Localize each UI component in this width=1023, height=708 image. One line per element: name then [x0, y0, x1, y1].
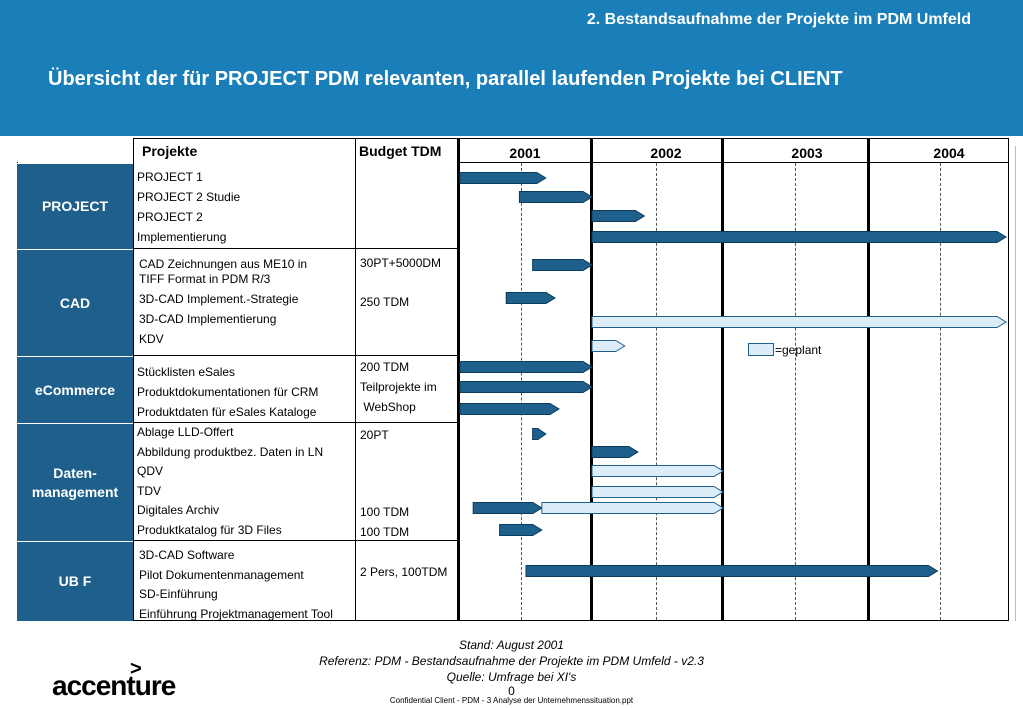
- gantt-bar-actual: [505, 292, 556, 304]
- project-name: Ablage LLD-Offert: [137, 425, 234, 439]
- gantt-bar-actual: [459, 172, 547, 184]
- row-sep-cad: [134, 248, 459, 249]
- gantt-bar-actual: [532, 428, 547, 440]
- timeline-header-sep: [460, 162, 1008, 163]
- row-sep-datenmgmt: [134, 422, 459, 423]
- gantt-bar-actual: [591, 210, 646, 222]
- midyear-line-2002: [656, 163, 657, 620]
- project-name: Produktdaten für eSales Kataloge: [137, 405, 317, 419]
- header-banner: 2. Bestandsaufnahme der Projekte im PDM …: [0, 0, 1023, 136]
- midyear-line-2004: [940, 163, 941, 620]
- project-name: QDV: [137, 464, 164, 478]
- gantt-bar-planned: [591, 340, 626, 352]
- project-name: 3D-CAD Implementierung: [139, 312, 277, 326]
- budget-value: 200 TDM: [360, 360, 410, 374]
- footer-referenz: Referenz: PDM - Bestandsaufnahme der Pro…: [319, 654, 704, 668]
- project-name: KDV: [139, 332, 164, 346]
- gantt-bar-planned: [591, 486, 724, 498]
- project-name: Pilot Dokumentenmanagement: [139, 568, 304, 582]
- footer-stand: Stand: August 2001: [459, 638, 564, 652]
- budget-value: Teilprojekte im: [360, 380, 437, 394]
- year-divider-2004: [867, 138, 870, 621]
- budget-value: 100 TDM: [360, 525, 410, 539]
- gantt-bar-actual: [591, 231, 1007, 243]
- legend-planned-swatch: [748, 343, 774, 356]
- gantt-bar-planned: [591, 465, 724, 477]
- budget-value: 2 Pers, 100TDM: [360, 565, 448, 579]
- gantt-bar-planned: [591, 316, 1007, 328]
- gantt-bar-actual: [459, 403, 560, 415]
- col-divider-timeline: [457, 138, 460, 621]
- page-title: Übersicht der für PROJECT PDM relevanten…: [48, 68, 843, 90]
- section-title: 2. Bestandsaufnahme der Projekte im PDM …: [586, 11, 971, 28]
- accenture-logo: > accenture: [52, 658, 202, 701]
- project-name: 3D-CAD Software: [139, 548, 235, 562]
- logo-chevron-icon: >: [130, 658, 142, 680]
- project-name: PROJECT 2 Studie: [137, 190, 241, 204]
- row-sep-ecommerce: [134, 355, 459, 356]
- gantt-bar-actual: [472, 502, 543, 514]
- confidential-note: Confidential Client - PDM - 3 Analyse de…: [389, 696, 634, 705]
- col-divider-budget: [355, 138, 356, 621]
- project-name: Stücklisten eSales: [137, 365, 236, 379]
- year-2004: 2004: [933, 145, 965, 161]
- project-name: Implementierung: [137, 230, 227, 244]
- category-ecommerce: eCommerce: [17, 356, 133, 423]
- gantt-bar-actual: [525, 565, 939, 577]
- gantt-bar-planned: [541, 502, 724, 514]
- budget-value: 100 TDM: [360, 505, 410, 519]
- gantt-bar-actual: [518, 191, 593, 203]
- category-cad: CAD: [17, 249, 133, 356]
- table-bottom-border: [17, 620, 1009, 621]
- category-ubf: UB F: [17, 541, 133, 621]
- table-right-border: [1008, 138, 1009, 621]
- page-number: 0: [508, 684, 515, 698]
- project-name: SD-Einführung: [139, 587, 218, 601]
- gantt-bar-actual: [459, 361, 593, 373]
- gantt-bar-actual: [532, 259, 593, 271]
- budget-value: 20PT: [360, 428, 389, 442]
- col-divider-projects: [133, 138, 134, 621]
- logo-wordmark: accenture: [52, 670, 176, 701]
- year-divider-2002: [590, 138, 593, 621]
- col-header-budget: Budget TDM: [359, 143, 442, 159]
- footer-quelle: Quelle: Umfrage bei XI's: [446, 670, 577, 684]
- year-divider-2003: [721, 138, 724, 621]
- project-name: PROJECT 1: [137, 170, 203, 184]
- col-header-projects: Projekte: [142, 143, 198, 159]
- category-datenmanagement: Daten- management: [17, 423, 133, 541]
- year-2003: 2003: [791, 145, 823, 161]
- table-shadow: [1015, 146, 1016, 621]
- project-name: TDV: [137, 484, 161, 498]
- table-top-border: [133, 138, 1009, 139]
- year-2002: 2002: [650, 145, 682, 161]
- project-name: Einführung Projektmanagement Tool: [139, 607, 333, 621]
- gantt-bar-actual: [591, 446, 639, 458]
- project-name: Produktdokumentationen für CRM: [137, 385, 319, 399]
- category-project: PROJECT: [17, 163, 133, 249]
- budget-value: WebShop: [360, 400, 416, 414]
- budget-value: 30PT+5000DM: [360, 256, 442, 270]
- project-name: Digitales Archiv: [137, 503, 220, 517]
- project-name: Abbildung produktbez. Daten in LN: [137, 445, 324, 459]
- year-2001: 2001: [509, 145, 541, 161]
- row-sep-ubf: [134, 540, 459, 541]
- gantt-bar-actual: [459, 381, 593, 393]
- midyear-line-2003: [795, 163, 796, 620]
- project-name: 3D-CAD Implement.-Strategie: [139, 292, 299, 306]
- project-name: CAD Zeichnungen aus ME10 in: [139, 257, 308, 271]
- project-name: TIFF Format in PDM R/3: [139, 272, 271, 286]
- legend-planned-label: =geplant: [775, 343, 822, 357]
- project-name: Produktkatalog für 3D Files: [137, 523, 282, 537]
- project-name: PROJECT 2: [137, 210, 203, 224]
- gantt-bar-actual: [499, 524, 543, 536]
- budget-value: 250 TDM: [360, 295, 410, 309]
